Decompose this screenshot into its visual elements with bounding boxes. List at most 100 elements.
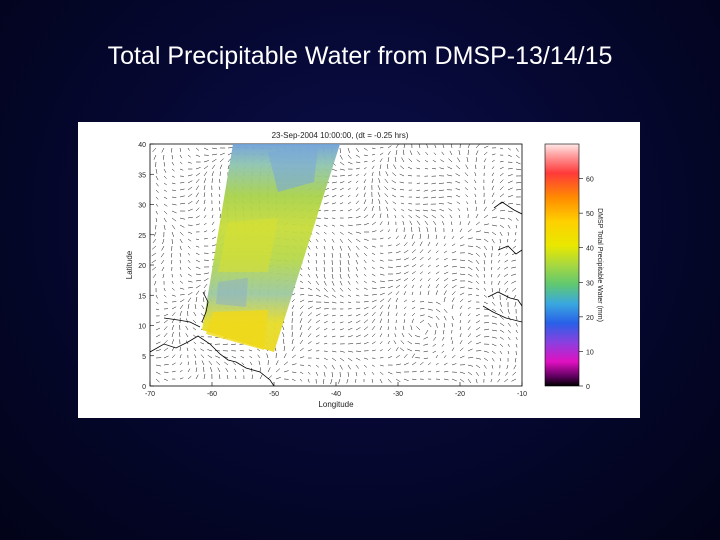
wind-vector <box>419 370 425 373</box>
x-tick-label: -30 <box>393 391 403 398</box>
wind-vector <box>291 363 297 366</box>
wind-vector <box>171 154 173 160</box>
coastlines <box>150 201 522 386</box>
wind-vector <box>323 335 328 338</box>
wind-vector <box>219 152 225 156</box>
wind-vector <box>331 280 335 286</box>
wind-vector <box>179 245 182 251</box>
wind-vector <box>427 278 431 282</box>
wind-vector <box>475 294 480 297</box>
wind-vector <box>275 368 281 373</box>
wind-vector <box>339 273 342 279</box>
wind-vector <box>187 266 191 270</box>
wind-vector <box>211 158 217 163</box>
wind-vector <box>323 217 329 219</box>
wind-vector <box>371 333 376 338</box>
wind-vector <box>339 315 344 317</box>
wind-vector <box>291 354 296 359</box>
wind-vector <box>451 297 455 303</box>
wind-vector <box>514 301 517 307</box>
wind-vector <box>347 335 353 338</box>
wind-vector <box>483 301 488 305</box>
wind-vector <box>163 347 169 352</box>
wind-vector <box>363 252 368 257</box>
wind-vector <box>459 266 466 269</box>
wind-vector <box>203 147 209 151</box>
wind-vector <box>163 287 166 292</box>
wind-vector <box>315 371 319 376</box>
wind-vector <box>193 341 197 345</box>
wind-vector <box>491 207 497 212</box>
wind-vector <box>393 340 397 345</box>
wind-vector <box>379 229 384 233</box>
wind-vector <box>410 325 413 331</box>
wind-vector <box>483 294 487 298</box>
wind-vector <box>187 186 193 191</box>
wind-vector <box>307 325 312 331</box>
wind-vector <box>187 287 193 289</box>
wind-vector <box>379 298 385 303</box>
wind-vector <box>283 353 287 359</box>
wind-vector <box>347 147 350 153</box>
wind-vector <box>371 280 377 283</box>
wind-vector <box>443 329 445 335</box>
wind-vector <box>507 329 511 334</box>
wind-vector <box>307 287 313 291</box>
wind-vector <box>386 206 389 212</box>
wind-vector <box>443 243 447 247</box>
wind-vector <box>475 252 480 257</box>
wind-vector <box>435 308 441 313</box>
wind-vector <box>459 305 463 310</box>
wind-vector <box>515 189 522 191</box>
wind-vector <box>226 374 229 380</box>
y-tick-label: 30 <box>138 203 146 210</box>
wind-vector <box>506 364 509 369</box>
wind-vector <box>187 361 190 366</box>
wind-vector <box>423 357 429 359</box>
wind-vector <box>467 313 471 317</box>
wind-vector <box>423 336 429 340</box>
wind-vector <box>498 371 501 376</box>
wind-vector <box>163 168 167 173</box>
wind-vector <box>451 355 456 359</box>
wind-vector <box>363 371 366 376</box>
wind-vector <box>387 311 390 317</box>
wind-vector <box>415 209 421 212</box>
y-tick-label: 5 <box>142 354 146 361</box>
wind-vector <box>195 290 200 296</box>
wind-vector <box>195 207 200 212</box>
wind-vector <box>249 361 253 366</box>
wind-vector <box>400 196 405 198</box>
wind-vector <box>315 224 321 227</box>
wind-vector <box>307 364 311 367</box>
wind-vector <box>283 345 285 352</box>
wind-vector <box>507 195 513 198</box>
wind-vector <box>483 321 490 324</box>
wind-vector <box>451 258 457 261</box>
wind-vector <box>323 357 328 361</box>
wind-vector <box>371 266 375 270</box>
wind-vector <box>187 259 191 263</box>
wind-vector <box>163 319 168 324</box>
wind-vector <box>411 249 416 254</box>
wind-vector <box>315 245 318 250</box>
wind-vector <box>504 266 509 270</box>
wind-vector <box>411 362 417 366</box>
wind-vector <box>467 144 470 149</box>
wind-vector <box>225 368 229 373</box>
wind-vector <box>467 326 471 331</box>
wind-vector <box>339 364 343 370</box>
wind-vector <box>347 294 352 297</box>
wind-vector <box>483 308 489 311</box>
wind-vector <box>499 329 505 333</box>
wind-vector <box>387 291 393 296</box>
wind-vector <box>179 259 182 264</box>
wind-vector <box>416 220 421 226</box>
wind-vector <box>203 160 209 163</box>
wind-vector <box>307 252 310 257</box>
wind-vector <box>394 215 397 219</box>
wind-vector <box>187 216 193 219</box>
wind-vector <box>299 287 304 290</box>
wind-vector <box>443 315 447 321</box>
wind-vector <box>163 196 168 199</box>
